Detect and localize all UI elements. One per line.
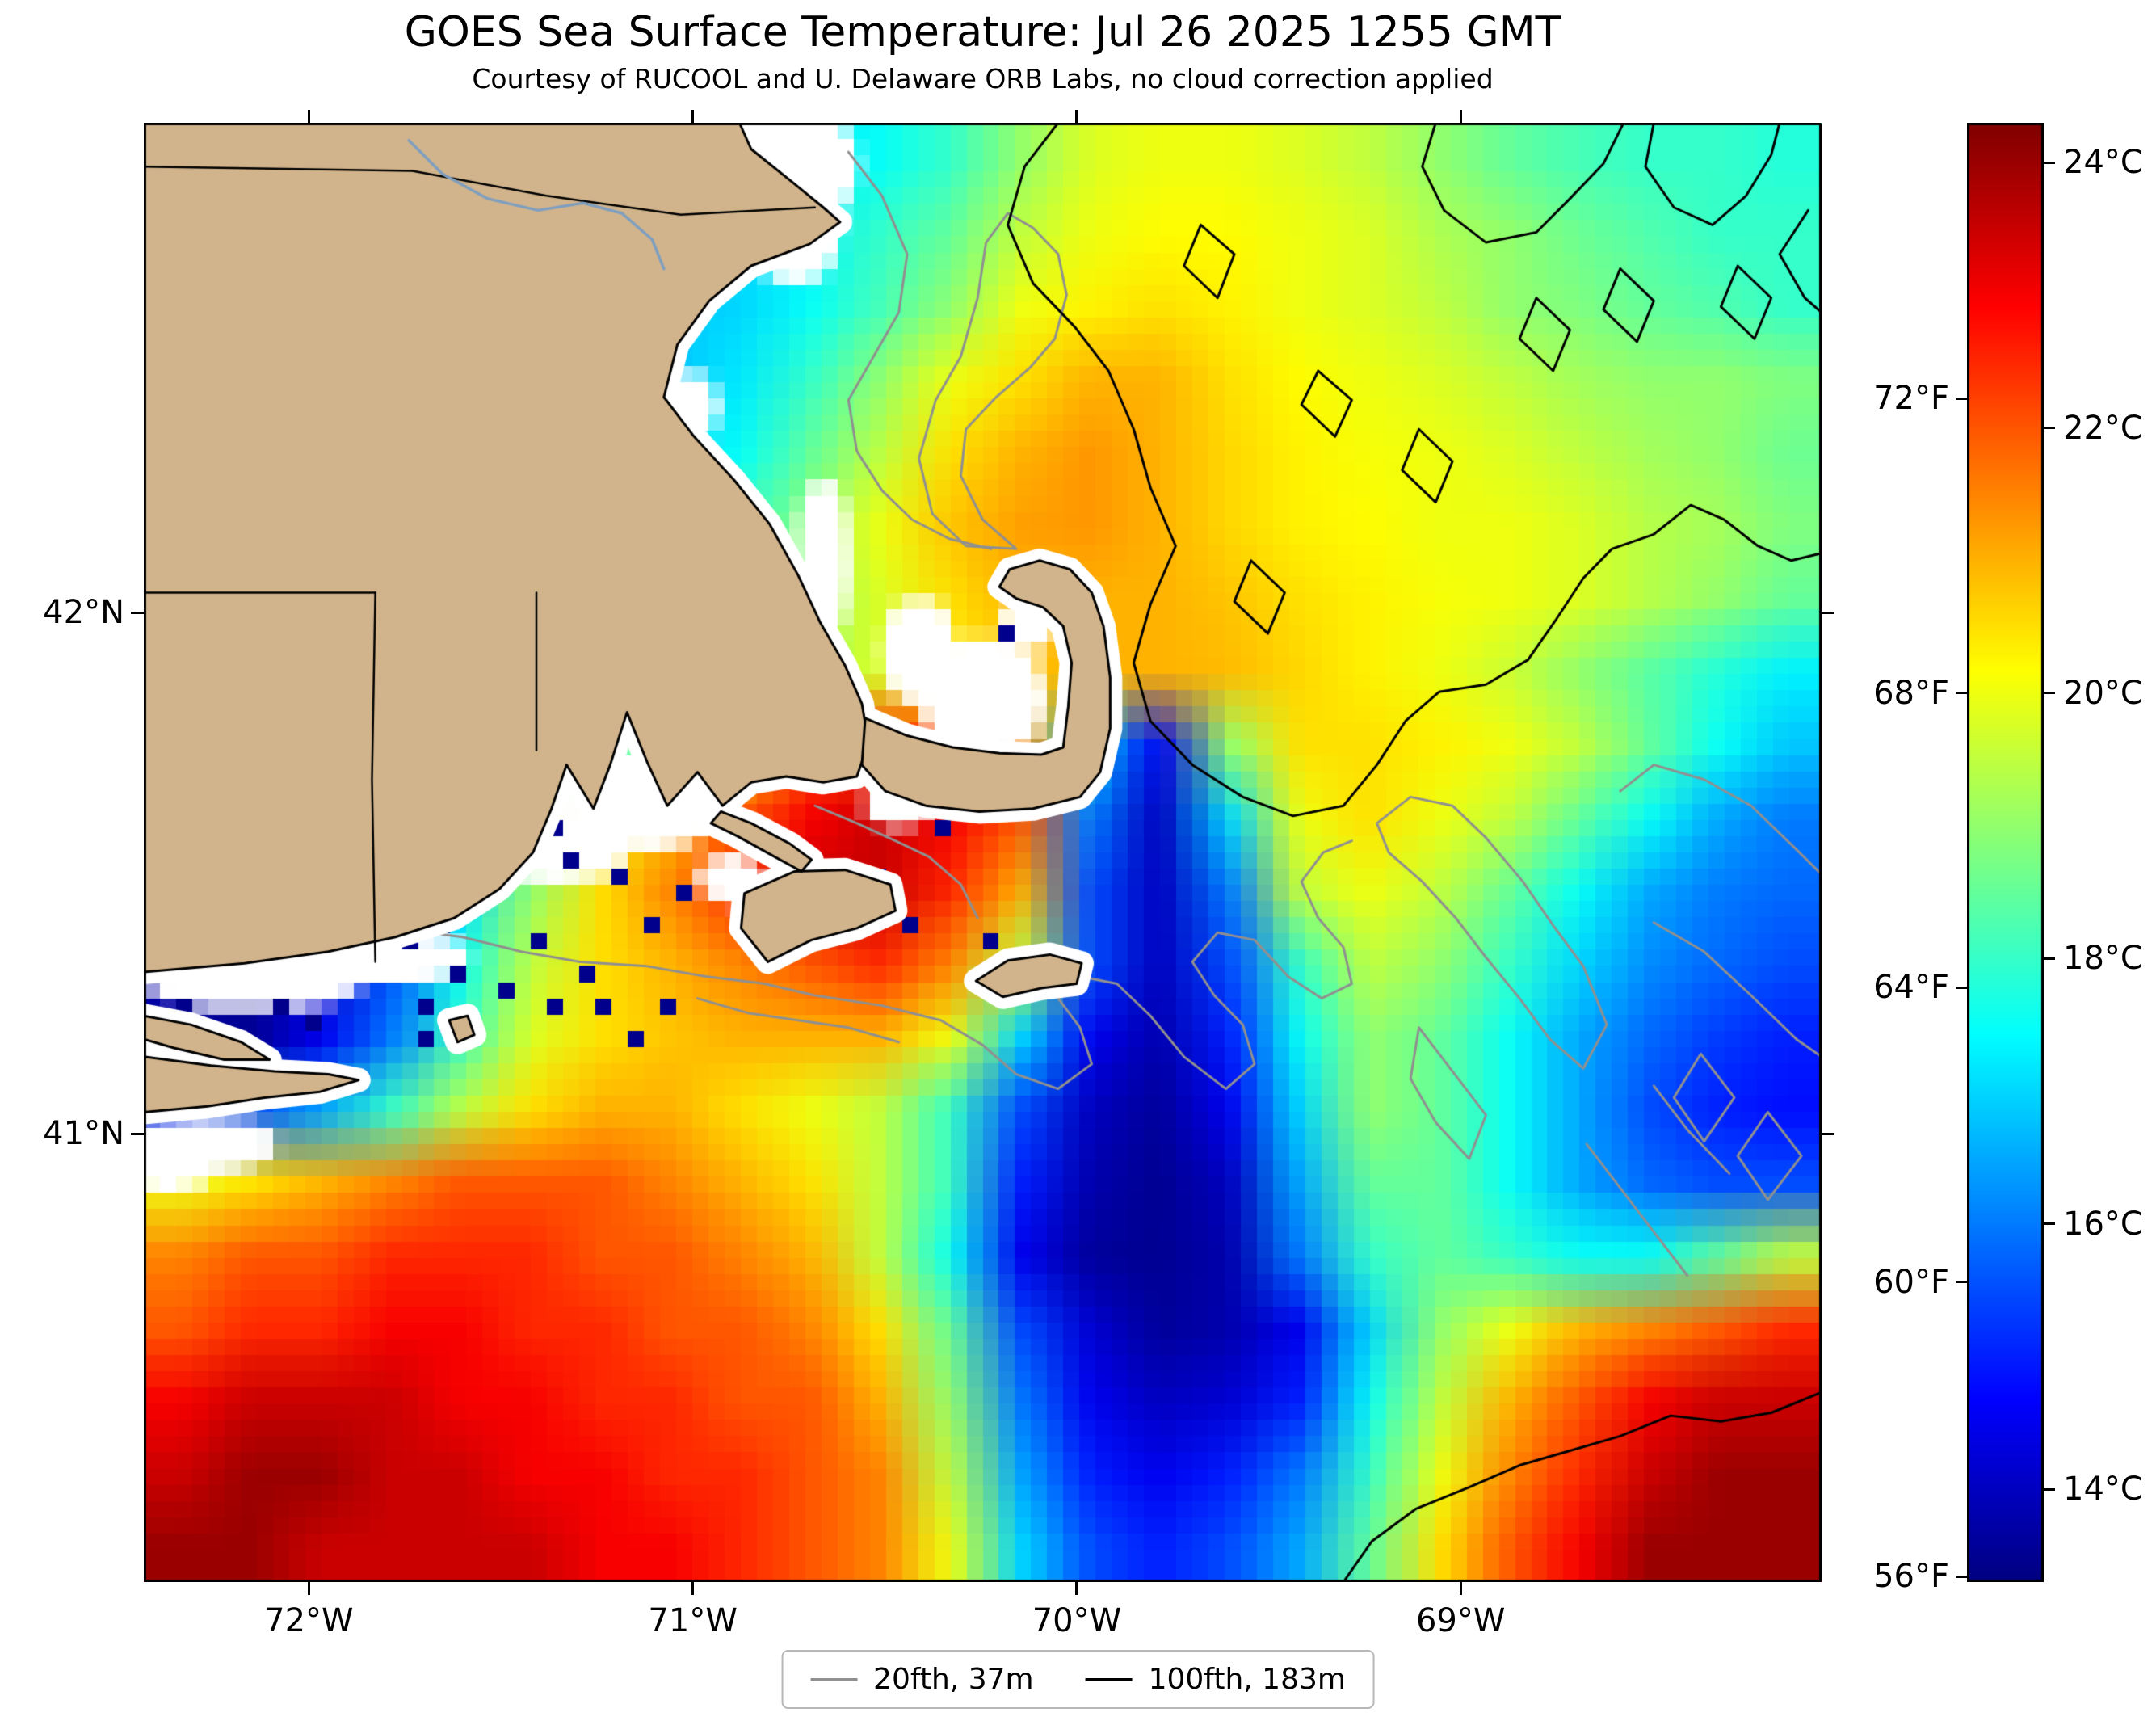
colorbar-tick-mark xyxy=(2044,1487,2055,1491)
legend-item-label: 20fth, 37m xyxy=(873,1663,1034,1696)
colorbar-tick-mark xyxy=(1956,1281,1967,1284)
map-area xyxy=(144,123,1822,1582)
axis-tick-mark xyxy=(1075,1582,1078,1595)
lon-tick-label: 69°W xyxy=(1415,1602,1506,1639)
colorbar-fahrenheit-label: 56°F xyxy=(1873,1558,1949,1596)
colorbar-tick-mark xyxy=(2044,1222,2055,1226)
axis-tick-mark xyxy=(691,110,695,123)
colorbar-tick-mark xyxy=(1956,986,1967,989)
legend-item: 20fth, 37m xyxy=(810,1663,1034,1696)
colorbar-fahrenheit-label: 60°F xyxy=(1873,1263,1949,1301)
colorbar-fahrenheit-label: 64°F xyxy=(1873,969,1949,1007)
axis-tick-mark xyxy=(131,611,144,614)
colorbar xyxy=(1967,123,2044,1582)
axis-tick-mark xyxy=(307,110,310,123)
axis-tick-mark xyxy=(307,1582,310,1595)
page-subtitle: Courtesy of RUCOOL and U. Delaware ORB L… xyxy=(472,63,1494,95)
axis-tick-mark xyxy=(1822,611,1834,614)
axis-tick-mark xyxy=(1822,1132,1834,1135)
colorbar-celsius-label: 14°C xyxy=(2063,1471,2143,1509)
colorbar-celsius-label: 24°C xyxy=(2063,144,2143,182)
colorbar-fahrenheit-label: 68°F xyxy=(1873,674,1949,712)
colorbar-celsius-label: 16°C xyxy=(2063,1205,2143,1243)
lon-tick-label: 72°W xyxy=(264,1602,354,1639)
lon-tick-label: 71°W xyxy=(648,1602,738,1639)
colorbar-celsius-label: 18°C xyxy=(2063,940,2143,978)
legend-item: 100fth, 183m xyxy=(1085,1663,1346,1696)
axis-tick-mark xyxy=(1459,110,1462,123)
depth-contour-legend: 20fth, 37m 100fth, 183m xyxy=(781,1650,1375,1709)
axis-tick-mark xyxy=(131,1132,144,1135)
page-title: GOES Sea Surface Temperature: Jul 26 202… xyxy=(404,8,1561,57)
axis-tick-mark xyxy=(691,1582,695,1595)
colorbar-celsius-label: 20°C xyxy=(2063,674,2143,712)
colorbar-tick-mark xyxy=(2044,161,2055,164)
colorbar-tick-mark xyxy=(2044,692,2055,695)
colorbar-tick-mark xyxy=(2044,427,2055,430)
lat-tick-label: 41°N xyxy=(43,1115,124,1153)
colorbar-tick-mark xyxy=(1956,397,1967,400)
colorbar-fahrenheit-label: 72°F xyxy=(1873,380,1949,418)
colorbar-tick-mark xyxy=(2044,957,2055,960)
colorbar-gradient-canvas xyxy=(1967,123,2044,1582)
axis-tick-mark xyxy=(1459,1582,1462,1595)
colorbar-tick-mark xyxy=(1956,692,1967,695)
lon-tick-label: 70°W xyxy=(1032,1602,1122,1639)
colorbar-tick-mark xyxy=(1956,1575,1967,1578)
legend-line-sample xyxy=(810,1677,858,1681)
legend-line-sample xyxy=(1085,1677,1133,1681)
lat-tick-label: 42°N xyxy=(43,594,124,632)
sst-heatmap-canvas xyxy=(144,123,1822,1582)
legend-item-label: 100fth, 183m xyxy=(1148,1663,1346,1696)
axis-tick-mark xyxy=(1075,110,1078,123)
colorbar-celsius-label: 22°C xyxy=(2063,409,2143,447)
